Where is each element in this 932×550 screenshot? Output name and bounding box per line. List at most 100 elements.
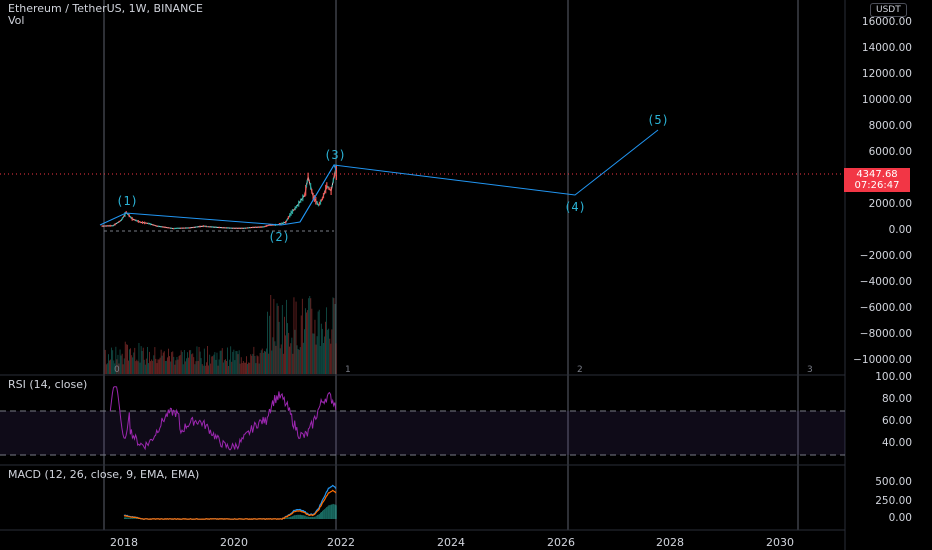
macd-hist-bar [130, 517, 132, 519]
volume-bar [238, 350, 240, 374]
volume-bar [280, 344, 282, 374]
candle [321, 197, 323, 201]
volume-bar [207, 346, 208, 374]
macd-hist-bar [134, 518, 136, 519]
last-price-badge: 4347.68 07:26:47 [844, 168, 910, 192]
macd-hist-bar [330, 504, 332, 519]
candle [207, 226, 209, 228]
wave-label-4[interactable]: (4) [564, 200, 586, 214]
wave-label-1[interactable]: (1) [116, 194, 138, 208]
volume-bar [273, 298, 275, 374]
price-tick: −2000.00 [859, 250, 912, 262]
wave-label-3[interactable]: (3) [324, 148, 346, 162]
volume-bar [116, 359, 118, 374]
macd-title[interactable]: MACD (12, 26, close, 9, EMA, EMA) [8, 468, 200, 481]
macd-tick: 0.00 [888, 512, 912, 524]
volume-bar [279, 348, 281, 374]
volume-bar [155, 358, 157, 374]
macd-hist-bar [307, 516, 309, 519]
candle [235, 227, 237, 229]
candle [331, 185, 333, 187]
time-tick: 2028 [656, 536, 684, 549]
candle [172, 227, 174, 230]
candle [241, 227, 243, 229]
volume-bar [258, 363, 260, 374]
candle [290, 210, 292, 216]
candle [332, 178, 334, 183]
candle [160, 226, 162, 228]
volume-bar [269, 315, 271, 374]
candle [310, 183, 312, 190]
volume-bar [223, 360, 225, 374]
candle [125, 211, 127, 214]
volume-bar [193, 357, 195, 374]
volume-bar [305, 308, 306, 374]
wave-3-channel[interactable] [299, 163, 337, 223]
candle [335, 165, 337, 180]
volume-bar [132, 357, 134, 374]
volume-bar [152, 360, 154, 374]
volume-bar [293, 297, 295, 374]
volume-bar [308, 298, 310, 374]
volume-bar [253, 346, 255, 374]
volume-bar [284, 316, 285, 374]
symbol-title[interactable]: Ethereum / TetherUS, 1W, BINANCE [8, 2, 203, 15]
candle [150, 223, 152, 226]
rsi-tick: 60.00 [881, 415, 912, 427]
volume-bar [330, 343, 332, 374]
macd-hist-bar [289, 517, 291, 519]
cycle-label-3: 3 [807, 365, 813, 375]
volume-bar [290, 343, 292, 374]
candle [300, 198, 302, 203]
macd-hist-bar [306, 516, 308, 519]
wave-label-2[interactable]: (2) [268, 230, 290, 244]
volume-bar [229, 359, 231, 374]
volume-bar [260, 350, 262, 374]
volume-bar [162, 352, 164, 374]
volume-bar [216, 352, 218, 374]
candle [215, 226, 217, 228]
volume-bar [236, 351, 238, 374]
candle [317, 204, 320, 207]
volume-bar [200, 358, 202, 374]
volume-bar [196, 346, 198, 374]
candle [326, 182, 328, 190]
volume-bar [312, 333, 314, 374]
volume-bar [304, 329, 305, 374]
volume-bar [168, 348, 169, 374]
volume-bar [147, 347, 148, 374]
volume-bar [206, 362, 207, 374]
candle [238, 227, 240, 229]
macd-hist-bar [292, 515, 294, 519]
candle [325, 184, 327, 194]
macd-signal-line [123, 489, 337, 520]
volume-bar [173, 356, 175, 374]
macd-hist-bar [316, 515, 318, 519]
candle [316, 201, 318, 205]
volume-bar [313, 333, 315, 374]
rsi-title[interactable]: RSI (14, close) [8, 378, 88, 391]
candle [170, 227, 172, 229]
volume-bar [199, 351, 201, 374]
macd-hist-bar [132, 517, 134, 519]
currency-selector[interactable]: USDT [870, 3, 907, 17]
volume-bar [113, 360, 115, 374]
candle [196, 226, 198, 228]
candle [127, 213, 129, 215]
wave-label-5[interactable]: (5) [647, 113, 669, 127]
macd-hist-bar [327, 506, 329, 519]
candle [272, 224, 274, 226]
volume-bar [127, 344, 128, 374]
volume-bar [128, 360, 129, 374]
cycle-lines [103, 0, 799, 530]
volume-bar [287, 323, 288, 374]
volume-bar [187, 352, 188, 374]
macd-hist-bar [319, 514, 320, 519]
volume-bar [318, 309, 320, 374]
volume-label[interactable]: Vol [8, 14, 25, 27]
volume-bar [242, 361, 244, 374]
candle [112, 225, 114, 227]
volume-bar [222, 362, 224, 374]
candle [137, 220, 139, 223]
